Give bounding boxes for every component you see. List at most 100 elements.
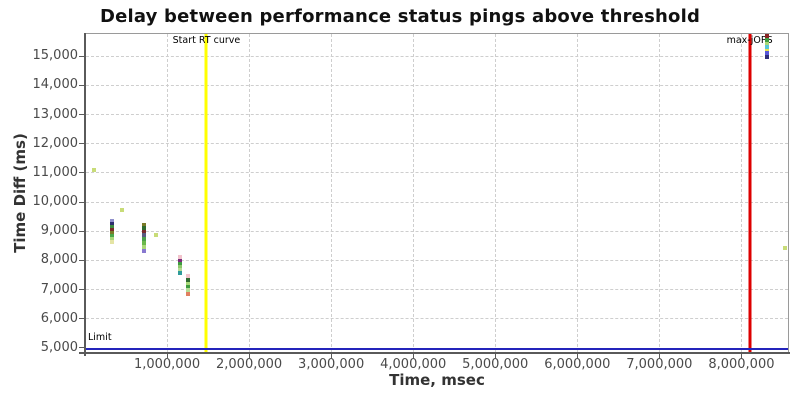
data-point [764, 54, 769, 59]
data-point [178, 271, 183, 276]
y-tick-label: 10,000 [32, 194, 79, 210]
x-tick-label: 8,000,000 [708, 357, 775, 372]
x-tick-label: 4,000,000 [380, 357, 447, 372]
x-tick-label: 7,000,000 [626, 357, 693, 372]
data-point [178, 262, 183, 267]
y-gridline [86, 84, 788, 86]
y-gridline [86, 259, 788, 261]
data-point [110, 224, 115, 229]
limit-line [86, 347, 788, 350]
data-point [178, 259, 183, 264]
data-point [110, 234, 115, 239]
x-tick-label: 3,000,000 [298, 357, 365, 372]
x-gridline [577, 34, 579, 352]
chart-title: Delay between performance status pings a… [99, 6, 701, 27]
data-point [142, 249, 147, 254]
y-tick-mark [79, 231, 84, 232]
data-point [178, 255, 183, 260]
y-tick-label: 11,000 [32, 164, 79, 180]
marker-vline [748, 34, 752, 352]
data-point [110, 236, 115, 241]
data-point [142, 245, 147, 250]
y-tick-mark [79, 347, 84, 348]
x-gridline [741, 34, 743, 352]
data-point [92, 168, 97, 173]
data-point [185, 285, 190, 290]
x-tick-label: 1,000,000 [133, 357, 201, 372]
y-tick-label: 15,000 [32, 48, 79, 64]
y-tick-label: 12,000 [32, 135, 79, 151]
y-gridline [86, 172, 788, 174]
y-tick-mark [79, 143, 84, 144]
data-point [110, 222, 115, 227]
y-tick-label: 7,000 [40, 281, 78, 297]
marker-vline [204, 34, 208, 352]
data-point [764, 38, 769, 42]
y-tick-label: 14,000 [32, 77, 79, 93]
data-point [185, 273, 190, 278]
data-point [764, 51, 769, 56]
x-tick-label: 5,000,000 [462, 357, 529, 372]
y-tick-label: 8,000 [40, 252, 78, 268]
data-point [764, 33, 769, 38]
y-tick-mark [79, 202, 84, 203]
y-tick-mark [79, 260, 84, 261]
marker-vline-label: Start RT curve [172, 35, 241, 46]
data-point [110, 219, 115, 224]
x-tick-mark [331, 354, 332, 358]
data-point [782, 246, 787, 251]
x-gridline [249, 34, 251, 352]
y-tick-mark [79, 318, 84, 319]
y-tick-mark [79, 289, 84, 290]
y-tick-label: 6,000 [40, 310, 78, 326]
data-point [185, 282, 190, 287]
data-point [153, 233, 158, 238]
y-gridline [86, 289, 788, 291]
data-point [178, 268, 183, 273]
x-tick-mark [577, 354, 578, 358]
x-tick-mark [413, 354, 414, 358]
y-tick-mark [79, 114, 84, 115]
y-gridline [86, 55, 788, 57]
x-gridline [167, 34, 169, 352]
data-point [110, 227, 115, 232]
x-gridline [495, 34, 497, 352]
y-gridline [86, 114, 788, 116]
data-point [178, 264, 183, 269]
x-tick-label: 2,000,000 [216, 357, 283, 372]
y-tick-label: 13,000 [32, 106, 79, 122]
x-gridline [331, 34, 333, 352]
y-axis-line [84, 33, 86, 356]
y-gridline [86, 143, 788, 145]
data-point [764, 45, 769, 49]
y-gridline [86, 201, 788, 203]
y-gridline [86, 230, 788, 232]
x-tick-mark [249, 354, 250, 358]
y-axis-title: Time Diff (ms) [11, 133, 29, 253]
data-point [110, 231, 115, 236]
y-tick-mark [79, 56, 84, 57]
data-point [142, 236, 147, 241]
marker-vline-label: max-jOPS [726, 35, 773, 46]
x-gridline [413, 34, 415, 352]
data-point [185, 287, 190, 292]
data-point [142, 225, 147, 230]
data-point [185, 292, 190, 297]
y-tick-mark [79, 85, 84, 86]
limit-line-label: Limit [88, 331, 112, 343]
data-point [142, 222, 147, 227]
x-tick-mark [659, 354, 660, 358]
data-point [142, 241, 147, 246]
y-tick-label: 9,000 [40, 223, 78, 239]
data-point [764, 48, 769, 53]
data-point [185, 278, 190, 283]
plot-area [85, 33, 789, 353]
y-gridline [86, 318, 788, 320]
x-tick-mark [741, 354, 742, 358]
data-point [142, 233, 147, 238]
data-point [764, 41, 769, 46]
y-tick-mark [79, 172, 84, 173]
y-tick-label: 5,000 [40, 339, 78, 355]
x-gridline [659, 34, 661, 352]
